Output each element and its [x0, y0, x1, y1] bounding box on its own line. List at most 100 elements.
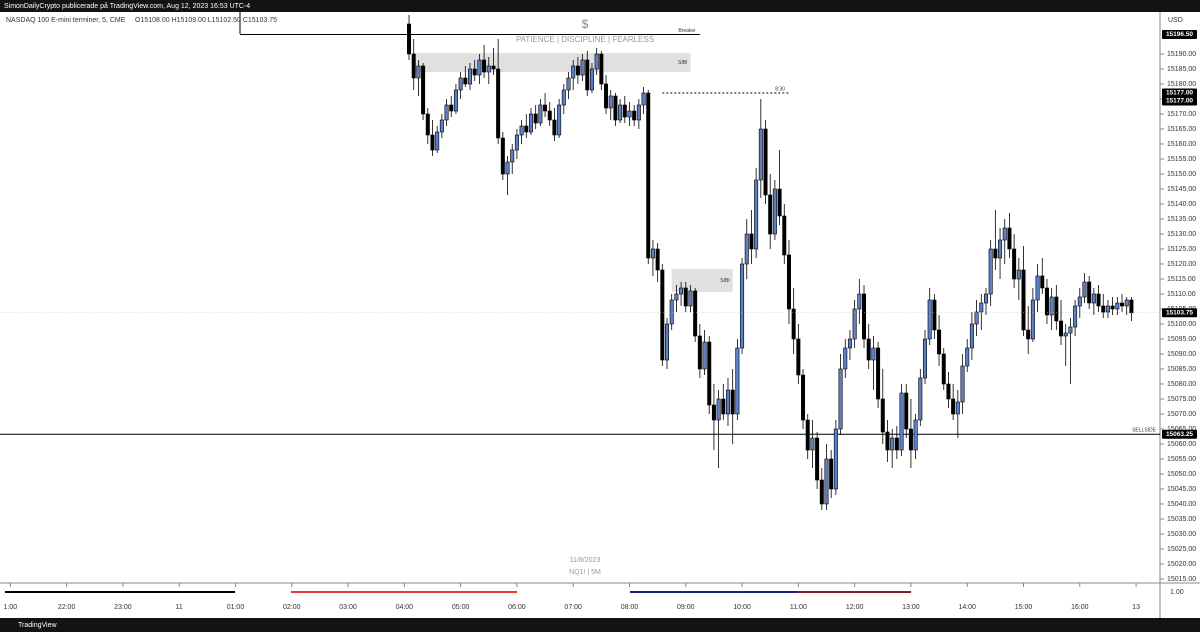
- watermark: $: [582, 17, 589, 31]
- candle-body: [876, 347, 881, 400]
- x-tick-label: 08:00: [621, 604, 639, 611]
- candle-body: [1115, 302, 1120, 310]
- y-tick-label: 15060.00: [1167, 441, 1196, 448]
- y-tick-label: 15185.00: [1167, 66, 1196, 73]
- candle-body: [927, 299, 932, 340]
- candle-body: [904, 392, 909, 430]
- candle-body: [988, 248, 993, 295]
- candle-body: [955, 401, 960, 415]
- x-tick-label: 11:00: [790, 604, 807, 611]
- candle-body: [604, 83, 609, 109]
- candle-body: [575, 65, 580, 76]
- x-tick-label: 03:00: [339, 604, 357, 611]
- y-tick-label: 15015.00: [1167, 576, 1196, 583]
- candle-body: [824, 458, 829, 505]
- candle-body: [650, 248, 655, 259]
- candle-body: [833, 428, 838, 490]
- candle-body: [998, 239, 1003, 259]
- price-label: 15103.75: [1166, 309, 1193, 316]
- candle-body: [871, 347, 876, 361]
- x-tick-label: 02:00: [283, 604, 301, 611]
- candle-body: [500, 137, 505, 175]
- candle-body: [538, 104, 543, 124]
- candle-body: [444, 104, 449, 121]
- y-tick-label: 15085.00: [1167, 366, 1196, 373]
- y-tick-label: 15025.00: [1167, 546, 1196, 553]
- candle-body: [599, 53, 604, 85]
- candle-body: [1040, 275, 1045, 289]
- candle-body: [472, 68, 477, 76]
- candle-body: [918, 377, 923, 421]
- x-tick-label: 11: [176, 604, 183, 611]
- candle-body: [965, 347, 970, 367]
- x-tick-label: 16:00: [1071, 604, 1089, 611]
- ohlc-text: O15108.00 H15109.00 L15102.50 C15103.75: [135, 17, 277, 24]
- candle-body: [1044, 287, 1049, 316]
- candle-body: [1002, 227, 1007, 241]
- candle-body: [608, 95, 613, 109]
- candle-body: [730, 389, 735, 415]
- candle-body: [810, 437, 815, 451]
- candle-body: [552, 119, 557, 136]
- candle-body: [439, 119, 444, 133]
- candle-body: [519, 125, 524, 136]
- x-tick-label: 04:00: [396, 604, 414, 611]
- candle-body: [1007, 227, 1012, 250]
- candle-body: [613, 95, 618, 121]
- candle-body: [646, 92, 651, 259]
- candle-body: [786, 254, 791, 310]
- zone-label: SIBI: [720, 278, 729, 284]
- candle-body: [683, 287, 688, 307]
- price-label: 15177.00: [1166, 98, 1193, 105]
- candle-body: [894, 437, 899, 451]
- candle-body: [421, 65, 426, 115]
- logo: TradingView: [18, 622, 57, 629]
- candle-body: [482, 59, 487, 73]
- x-tick-label: 13:00: [902, 604, 920, 611]
- candle-body: [1082, 281, 1087, 298]
- y-tick-label: 15130.00: [1167, 231, 1196, 238]
- candle-body: [1077, 296, 1082, 307]
- candle-body: [805, 419, 810, 451]
- y-tick-label: 15030.00: [1167, 531, 1196, 538]
- level-label: Breaker: [678, 28, 696, 34]
- candle-body: [969, 323, 974, 349]
- candle-body: [543, 104, 548, 112]
- candle-body: [1016, 269, 1021, 280]
- candle-body: [707, 341, 712, 406]
- y-tick-label: 15075.00: [1167, 396, 1196, 403]
- y-tick-label: 15040.00: [1167, 501, 1196, 508]
- candle-body: [899, 392, 904, 451]
- candle-body: [922, 338, 927, 379]
- candle-body: [960, 365, 965, 403]
- x-tick-label: 09:00: [677, 604, 695, 611]
- candle-body: [453, 89, 458, 112]
- candle-body: [1068, 326, 1073, 334]
- candle-body: [744, 233, 749, 265]
- y-tick-label: 15180.00: [1167, 81, 1196, 88]
- candle-body: [979, 302, 984, 313]
- candle-body: [983, 293, 988, 304]
- candle-body: [1035, 275, 1040, 301]
- candle-body: [411, 53, 416, 79]
- price-label-box: [1162, 429, 1197, 439]
- candle-body: [885, 431, 890, 451]
- candle-body: [594, 53, 599, 70]
- candle-body: [754, 179, 759, 250]
- candle-body: [1110, 305, 1115, 310]
- x-tick-label: 06:00: [508, 604, 526, 611]
- y-tick-label: 15145.00: [1167, 186, 1196, 193]
- candle-body: [735, 347, 740, 415]
- bottom-bar: [0, 618, 1200, 632]
- y-tick-label: 15035.00: [1167, 516, 1196, 523]
- candle-body: [777, 188, 782, 217]
- candle-body: [547, 110, 552, 121]
- candle-body: [951, 398, 956, 415]
- candle-body: [1026, 329, 1031, 340]
- candle-body: [449, 104, 454, 112]
- price-label: 15196.50: [1166, 31, 1193, 38]
- candle-body: [725, 389, 730, 415]
- scale-label: 1.00: [1170, 589, 1184, 596]
- candle-body: [679, 287, 684, 295]
